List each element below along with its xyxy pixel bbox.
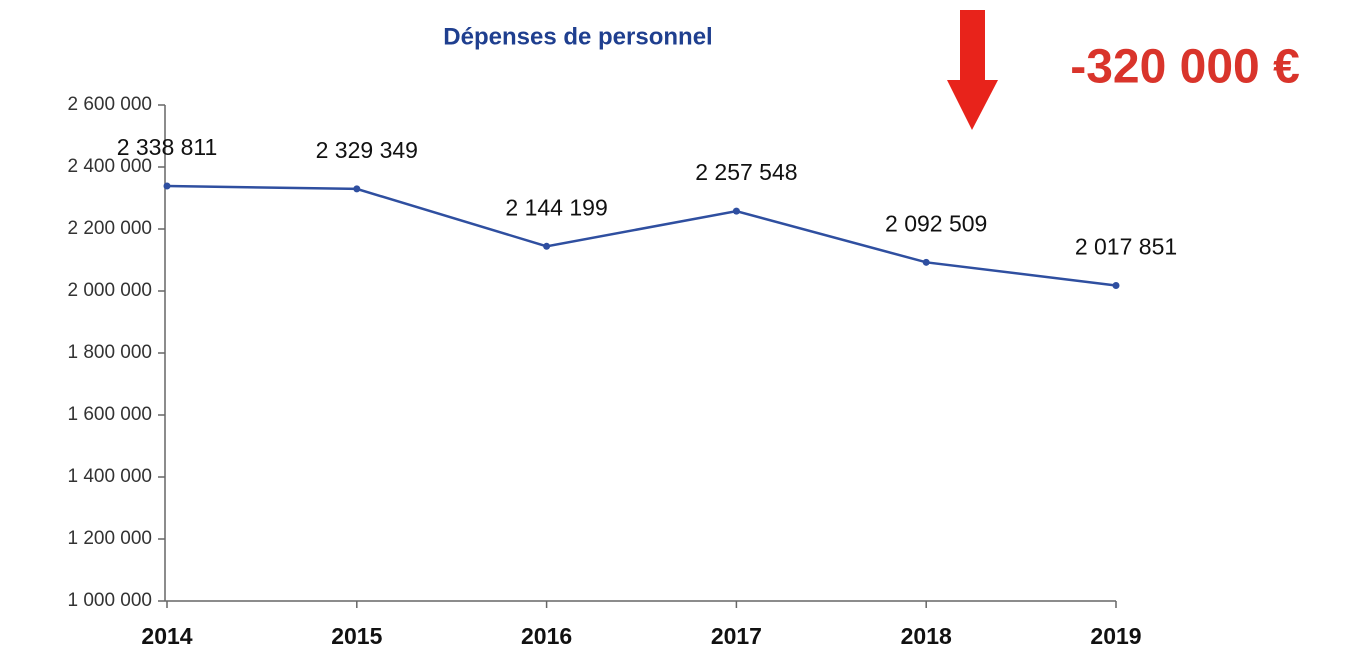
annotation: -320 000 € xyxy=(1070,41,1300,94)
value-label: 2 144 199 xyxy=(505,194,607,220)
value-label: 2 257 548 xyxy=(695,159,797,185)
y-tick-label: 1 600 000 xyxy=(67,404,152,425)
x-tick-label: 2019 xyxy=(1090,623,1141,649)
point xyxy=(922,258,930,266)
point xyxy=(353,185,361,193)
x-tick-label: 2017 xyxy=(711,623,762,649)
arrow-head xyxy=(947,80,998,130)
chart-title: Dépenses de personnel xyxy=(443,23,712,50)
y-tick-label: 1 800 000 xyxy=(67,342,152,363)
x-tick-label: 2015 xyxy=(331,623,382,649)
x-tick-label: 2014 xyxy=(141,623,192,649)
value-label: 2 329 349 xyxy=(316,137,418,163)
value-label: 2 092 509 xyxy=(885,210,987,236)
y-tick-label: 2 200 000 xyxy=(67,218,152,239)
point xyxy=(1112,281,1120,289)
point xyxy=(543,242,551,250)
y-tick-label: 2 000 000 xyxy=(67,280,152,301)
x-tick-label: 2018 xyxy=(901,623,952,649)
y-tick-label: 2 400 000 xyxy=(67,156,152,177)
y-tick-label: 1 000 000 xyxy=(67,590,152,611)
point xyxy=(163,182,171,190)
point xyxy=(732,207,740,215)
value-label: 2 338 811 xyxy=(117,134,218,160)
y-tick-label: 1 400 000 xyxy=(67,466,152,487)
arrow-shaft xyxy=(960,10,985,82)
x-tick-label: 2016 xyxy=(521,623,572,649)
value-label: 2 017 851 xyxy=(1075,234,1177,260)
y-tick-label: 1 200 000 xyxy=(67,528,152,549)
y-tick-label: 2 600 000 xyxy=(67,94,152,115)
line xyxy=(166,184,1117,287)
